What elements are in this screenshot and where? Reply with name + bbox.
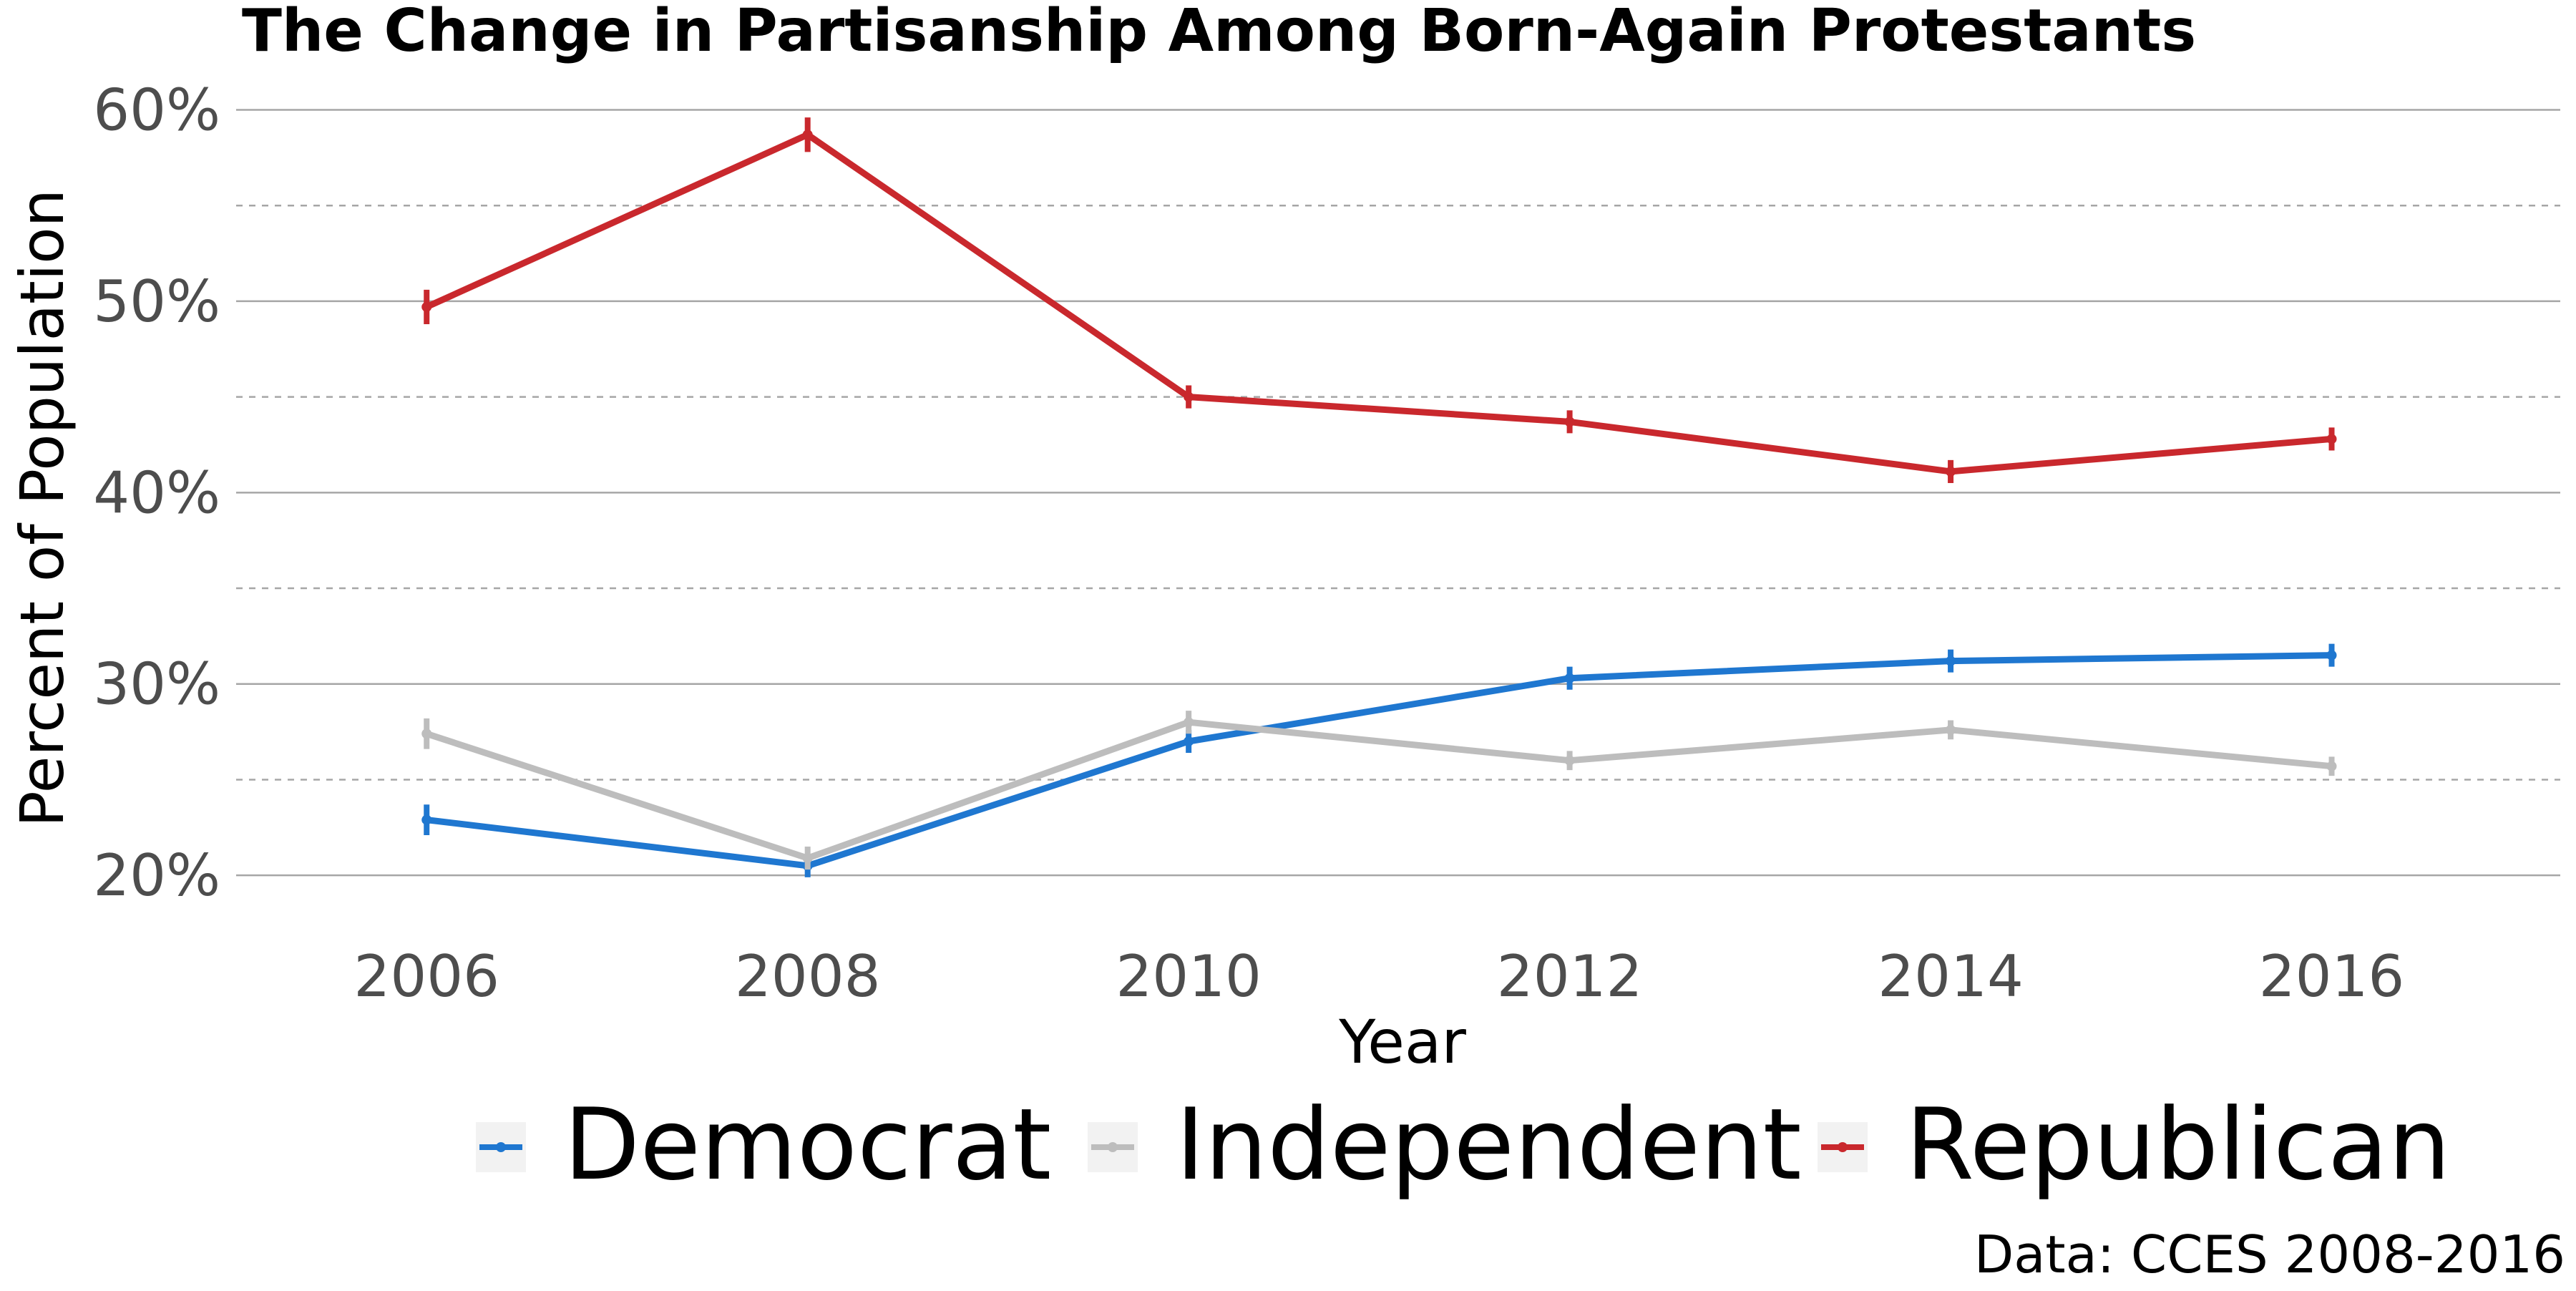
democrat-point-5 bbox=[2326, 650, 2337, 661]
y-tick-label-0: 20% bbox=[93, 842, 220, 909]
x-axis-ticks: 2006 2008 2010 2012 2014 2016 bbox=[353, 943, 2404, 1010]
x-tick-label-0: 2006 bbox=[353, 943, 499, 1010]
series bbox=[421, 117, 2337, 877]
legend-key-point-independent bbox=[1108, 1142, 1118, 1152]
independent-point-5 bbox=[2326, 761, 2337, 771]
grid bbox=[236, 109, 2560, 877]
independent-point-1 bbox=[802, 853, 813, 864]
democrat-point-0 bbox=[421, 814, 432, 825]
legend-key-point-democrat bbox=[496, 1142, 506, 1152]
democrat-point-2 bbox=[1184, 736, 1194, 746]
x-tick-label-4: 2014 bbox=[1878, 943, 2024, 1010]
republican-point-3 bbox=[1564, 416, 1575, 427]
democrat-point-4 bbox=[1946, 656, 1956, 666]
x-tick-label-2: 2010 bbox=[1116, 943, 1262, 1010]
legend: Democrat Independent Republican bbox=[476, 1087, 2451, 1202]
y-tick-label-4: 60% bbox=[93, 77, 220, 143]
republican-point-0 bbox=[421, 301, 432, 312]
independent-point-0 bbox=[421, 729, 432, 739]
legend-item-democrat: Democrat bbox=[476, 1087, 1051, 1202]
legend-label-independent: Independent bbox=[1176, 1087, 1802, 1202]
x-tick-label-1: 2008 bbox=[735, 943, 881, 1010]
legend-label-democrat: Democrat bbox=[564, 1087, 1051, 1202]
democrat-point-3 bbox=[1564, 673, 1575, 683]
chart-title: The Change in Partisanship Among Born-Ag… bbox=[242, 0, 2196, 65]
republican-line bbox=[423, 131, 2335, 475]
independent-line bbox=[423, 718, 2335, 862]
legend-key-point-republican bbox=[1838, 1142, 1848, 1152]
legend-label-republican: Republican bbox=[1906, 1087, 2451, 1202]
republican-point-4 bbox=[1946, 466, 1956, 477]
y-tick-label-1: 30% bbox=[93, 651, 220, 718]
republican-point-2 bbox=[1184, 391, 1194, 402]
independent-point-2 bbox=[1184, 717, 1194, 728]
y-axis-title: Percent of Population bbox=[7, 189, 77, 827]
caption: Data: CCES 2008-2016 bbox=[1974, 1224, 2565, 1285]
y-tick-label-3: 50% bbox=[93, 268, 220, 335]
series-democrat bbox=[421, 643, 2337, 877]
democrat-line bbox=[423, 652, 2335, 869]
legend-item-independent: Independent bbox=[1088, 1087, 1802, 1202]
independent-point-4 bbox=[1946, 724, 1956, 735]
republican-point-1 bbox=[802, 130, 813, 140]
y-tick-label-2: 40% bbox=[93, 459, 220, 526]
series-independent bbox=[421, 711, 2337, 870]
x-axis-title: Year bbox=[1338, 1007, 1466, 1077]
x-tick-label-5: 2016 bbox=[2259, 943, 2405, 1010]
series-republican bbox=[421, 117, 2337, 483]
legend-item-republican: Republican bbox=[1818, 1087, 2451, 1202]
x-tick-label-3: 2012 bbox=[1497, 943, 1643, 1010]
republican-point-5 bbox=[2326, 434, 2337, 444]
independent-point-3 bbox=[1564, 755, 1575, 766]
y-axis-ticks: 20% 30% 40% 50% 60% bbox=[93, 77, 220, 909]
